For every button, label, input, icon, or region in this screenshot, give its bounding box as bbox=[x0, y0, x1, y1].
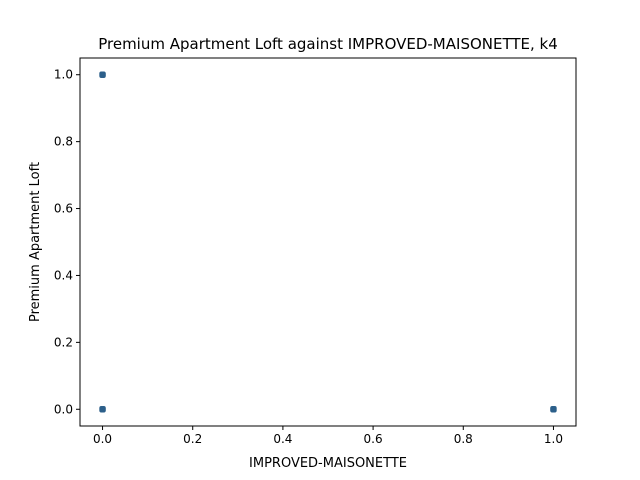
data-point bbox=[99, 71, 106, 78]
y-tick-label: 0.0 bbox=[54, 402, 73, 416]
x-tick-label: 0.8 bbox=[454, 432, 473, 446]
y-tick-label: 1.0 bbox=[54, 68, 73, 82]
data-point bbox=[550, 406, 557, 413]
y-tick-label: 0.6 bbox=[54, 202, 73, 216]
x-tick-label: 0.6 bbox=[364, 432, 383, 446]
y-axis-ticks: 0.0 0.2 0.4 0.6 0.8 1.0 bbox=[54, 68, 80, 416]
x-axis-label: IMPROVED-MAISONETTE bbox=[249, 456, 407, 471]
y-axis-label: Premium Apartment Loft bbox=[28, 162, 43, 322]
y-tick-label: 0.8 bbox=[54, 135, 73, 149]
plot-area bbox=[79, 57, 577, 427]
y-tick-label: 0.4 bbox=[54, 268, 73, 282]
plot-frame bbox=[79, 57, 577, 427]
x-tick-label: 1.0 bbox=[544, 432, 563, 446]
x-axis-ticks: 0.0 0.2 0.4 0.6 0.8 1.0 bbox=[93, 426, 563, 446]
y-tick-label: 0.2 bbox=[54, 335, 73, 349]
x-tick-label: 0.2 bbox=[183, 432, 202, 446]
chart-title: Premium Apartment Loft against IMPROVED-… bbox=[98, 35, 558, 53]
data-points bbox=[99, 71, 557, 413]
data-point bbox=[99, 406, 106, 413]
x-tick-label: 0.0 bbox=[93, 432, 112, 446]
x-tick-label: 0.4 bbox=[273, 432, 292, 446]
